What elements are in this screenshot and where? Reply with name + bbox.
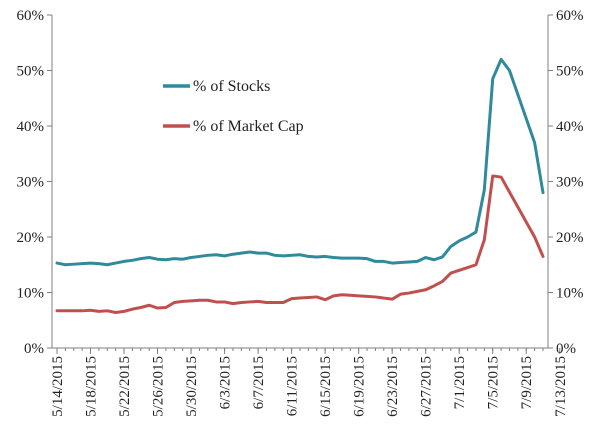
left-y-tick-label: 40% [17,119,45,135]
legend-label: % of Market Cap [193,118,304,135]
tick-labels: 0% 0% 10% 10% 20% 20% 30% 30% 40% 40% 50% 50% 60% 60%… [17,8,584,417]
x-tick-label: 7/9/2015 [519,356,535,409]
x-tick-label: 6/15/2015 [318,356,334,417]
right-y-tick-label: 20% [556,230,584,246]
left-y-tick-label: 60% [17,8,45,24]
right-y-tick-label: 0% [556,341,576,357]
right-y-tick-label: 30% [556,175,584,191]
left-y-tick-label: 50% [17,64,45,80]
right-y-tick-label: 40% [556,119,584,135]
right-y-tick-label: 60% [556,8,584,24]
x-tick-label: 5/26/2015 [151,356,167,417]
x-tick-label: 5/18/2015 [84,356,100,417]
x-tick-label: 6/19/2015 [352,356,368,417]
left-y-tick-label: 30% [17,175,45,191]
x-tick-label: 6/3/2015 [218,356,234,409]
x-tick-label: 6/23/2015 [385,356,401,417]
series-line [55,57,545,267]
x-tick-label: 5/14/2015 [50,356,66,417]
x-tick-label: 6/11/2015 [285,356,301,416]
x-tick-label: 6/7/2015 [251,356,267,409]
axes [47,14,561,354]
x-tick-label: 7/5/2015 [486,356,502,409]
right-y-tick-label: 10% [556,286,584,302]
legend-label: % of Stocks [193,78,270,95]
series-lines [55,57,545,314]
x-tick-label: 7/1/2015 [452,356,468,409]
left-y-tick-label: 10% [17,286,45,302]
x-tick-label: 6/27/2015 [419,356,435,417]
left-y-tick-label: 0% [24,341,44,357]
left-y-tick-label: 20% [17,230,45,246]
x-tick-label: 5/30/2015 [184,356,200,417]
legend: % of Stocks % of Market Cap [163,78,304,135]
series-line [55,174,545,314]
x-tick-label: 5/22/2015 [117,356,133,417]
right-y-tick-label: 50% [556,64,584,80]
x-tick-label: 7/13/2015 [553,356,569,417]
